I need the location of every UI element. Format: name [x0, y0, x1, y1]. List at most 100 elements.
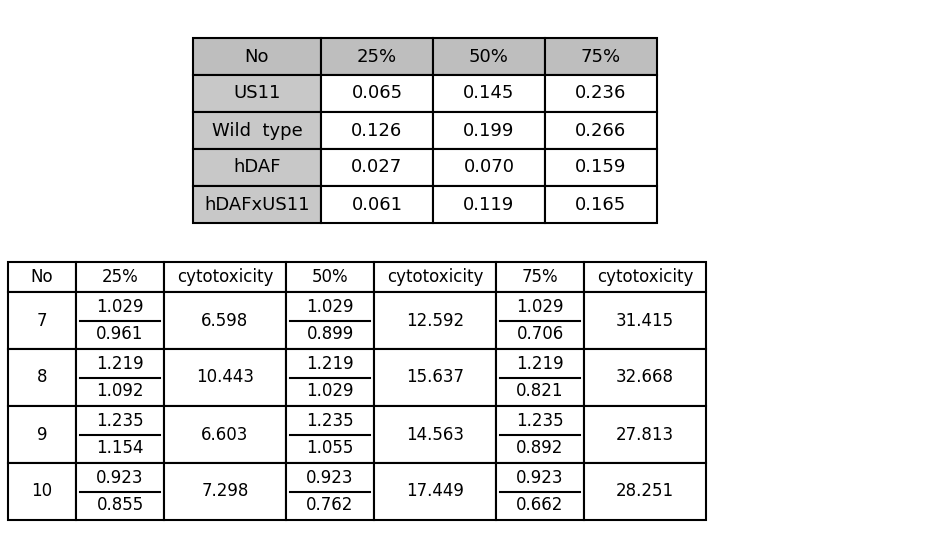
Text: Wild  type: Wild type: [211, 121, 302, 139]
Bar: [193, 186, 321, 223]
Text: 0.266: 0.266: [575, 121, 626, 139]
Bar: [286, 262, 374, 292]
Text: 1.092: 1.092: [96, 382, 144, 399]
Text: 0.119: 0.119: [464, 196, 514, 213]
Bar: [193, 149, 321, 186]
Text: 1.154: 1.154: [96, 438, 144, 457]
Bar: [584, 292, 706, 349]
Text: 6.598: 6.598: [201, 311, 249, 330]
Bar: [76, 406, 164, 463]
Bar: [496, 406, 584, 463]
Text: 31.415: 31.415: [616, 311, 674, 330]
Bar: [584, 262, 706, 292]
Bar: [545, 149, 657, 186]
Bar: [433, 38, 545, 75]
Bar: [164, 463, 286, 520]
Text: 0.159: 0.159: [575, 159, 626, 177]
Text: 28.251: 28.251: [616, 482, 674, 501]
Text: 1.235: 1.235: [306, 412, 353, 431]
Text: 0.027: 0.027: [352, 159, 403, 177]
Bar: [76, 262, 164, 292]
Text: cytotoxicity: cytotoxicity: [597, 268, 693, 286]
Bar: [545, 186, 657, 223]
Bar: [433, 186, 545, 223]
Text: 25%: 25%: [357, 47, 397, 66]
Bar: [374, 463, 496, 520]
Bar: [584, 406, 706, 463]
Text: 14.563: 14.563: [406, 426, 464, 443]
Text: 1.029: 1.029: [96, 299, 144, 316]
Text: 1.029: 1.029: [307, 299, 353, 316]
Text: 15.637: 15.637: [406, 369, 464, 387]
Bar: [286, 349, 374, 406]
Bar: [321, 186, 433, 223]
Text: 0.662: 0.662: [516, 496, 564, 514]
Bar: [433, 112, 545, 149]
Text: 1.219: 1.219: [516, 355, 564, 373]
Text: 0.236: 0.236: [575, 85, 626, 102]
Text: 6.603: 6.603: [201, 426, 249, 443]
Bar: [584, 349, 706, 406]
Text: 75%: 75%: [581, 47, 621, 66]
Text: 32.668: 32.668: [616, 369, 674, 387]
Text: 27.813: 27.813: [616, 426, 674, 443]
Bar: [496, 463, 584, 520]
Text: 50%: 50%: [469, 47, 509, 66]
Bar: [321, 149, 433, 186]
Bar: [433, 75, 545, 112]
Bar: [76, 292, 164, 349]
Bar: [433, 149, 545, 186]
Text: hDAF: hDAF: [233, 159, 280, 177]
Text: 1.219: 1.219: [306, 355, 353, 373]
Text: 0.923: 0.923: [307, 470, 353, 487]
Bar: [545, 38, 657, 75]
Text: 12.592: 12.592: [406, 311, 464, 330]
Text: 7: 7: [36, 311, 48, 330]
Text: 0.923: 0.923: [516, 470, 564, 487]
Bar: [584, 463, 706, 520]
Bar: [164, 262, 286, 292]
Text: No: No: [31, 268, 53, 286]
Text: 1.235: 1.235: [96, 412, 144, 431]
Text: 17.449: 17.449: [406, 482, 464, 501]
Text: 75%: 75%: [522, 268, 558, 286]
Text: 9: 9: [36, 426, 48, 443]
Bar: [8, 262, 76, 292]
Bar: [286, 463, 374, 520]
Text: 0.821: 0.821: [516, 382, 564, 399]
Text: 7.298: 7.298: [201, 482, 249, 501]
Text: 25%: 25%: [102, 268, 138, 286]
Bar: [496, 349, 584, 406]
Text: 10.443: 10.443: [196, 369, 254, 387]
Bar: [496, 262, 584, 292]
Text: 0.899: 0.899: [307, 325, 353, 343]
Bar: [286, 292, 374, 349]
Bar: [193, 38, 321, 75]
Text: 0.070: 0.070: [464, 159, 514, 177]
Bar: [164, 349, 286, 406]
Text: 0.892: 0.892: [516, 438, 564, 457]
Text: US11: US11: [234, 85, 280, 102]
Bar: [374, 292, 496, 349]
Text: 0.061: 0.061: [352, 196, 402, 213]
Text: 1.219: 1.219: [96, 355, 144, 373]
Bar: [321, 38, 433, 75]
Bar: [76, 463, 164, 520]
Bar: [8, 406, 76, 463]
Bar: [545, 75, 657, 112]
Bar: [8, 463, 76, 520]
Text: 1.055: 1.055: [307, 438, 353, 457]
Text: 0.126: 0.126: [352, 121, 403, 139]
Text: 0.145: 0.145: [464, 85, 514, 102]
Bar: [164, 406, 286, 463]
Text: cytotoxicity: cytotoxicity: [177, 268, 273, 286]
Bar: [496, 292, 584, 349]
Text: 0.065: 0.065: [352, 85, 403, 102]
Text: 0.762: 0.762: [307, 496, 353, 514]
Text: 10: 10: [32, 482, 52, 501]
Text: hDAFxUS11: hDAFxUS11: [204, 196, 309, 213]
Bar: [374, 262, 496, 292]
Text: 0.923: 0.923: [96, 470, 144, 487]
Text: 0.199: 0.199: [464, 121, 514, 139]
Bar: [321, 75, 433, 112]
